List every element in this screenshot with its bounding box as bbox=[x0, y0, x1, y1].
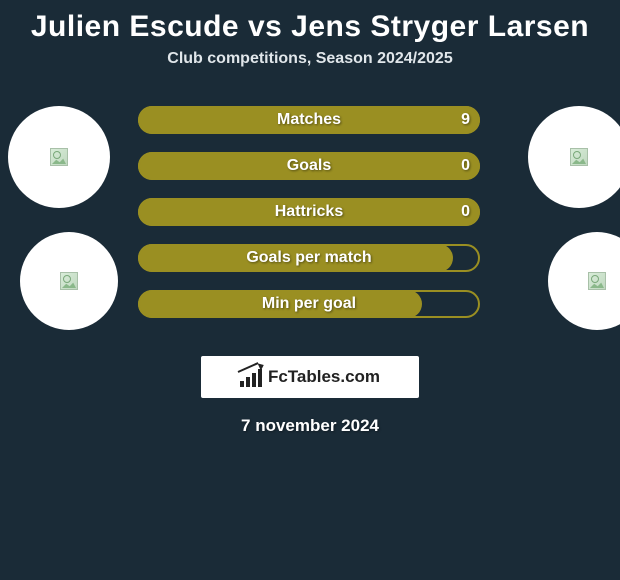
stat-bar-label: Goals per match bbox=[138, 244, 480, 272]
broken-image-icon bbox=[50, 148, 68, 166]
stat-bar-row: Goals0 bbox=[138, 152, 480, 180]
stat-bar-label: Hattricks bbox=[138, 198, 480, 226]
broken-image-icon bbox=[588, 272, 606, 290]
stat-bar-row: Min per goal bbox=[138, 290, 480, 318]
broken-image-icon bbox=[570, 148, 588, 166]
page-title: Julien Escude vs Jens Stryger Larsen bbox=[0, 0, 620, 50]
player1-nation-avatar bbox=[20, 232, 118, 330]
bar-chart-icon bbox=[240, 367, 262, 387]
stat-bar-row: Hattricks0 bbox=[138, 198, 480, 226]
stat-bar-value: 0 bbox=[461, 198, 470, 226]
stat-bar-label: Min per goal bbox=[138, 290, 480, 318]
stat-bar-row: Matches9 bbox=[138, 106, 480, 134]
page-subtitle: Club competitions, Season 2024/2025 bbox=[0, 50, 620, 68]
broken-image-icon bbox=[60, 272, 78, 290]
source-logo: FcTables.com bbox=[201, 356, 419, 398]
player1-club-avatar bbox=[8, 106, 110, 208]
stat-bar-value: 0 bbox=[461, 152, 470, 180]
player2-nation-avatar bbox=[548, 232, 620, 330]
stat-bar-row: Goals per match bbox=[138, 244, 480, 272]
logo-text: FcTables.com bbox=[268, 367, 380, 387]
stat-bar-label: Goals bbox=[138, 152, 480, 180]
player2-club-avatar bbox=[528, 106, 620, 208]
stat-bar-value: 9 bbox=[461, 106, 470, 134]
comparison-area: Matches9Goals0Hattricks0Goals per matchM… bbox=[0, 96, 620, 356]
snapshot-date: 7 november 2024 bbox=[0, 416, 620, 436]
stat-bar-label: Matches bbox=[138, 106, 480, 134]
stat-bars: Matches9Goals0Hattricks0Goals per matchM… bbox=[138, 106, 480, 336]
